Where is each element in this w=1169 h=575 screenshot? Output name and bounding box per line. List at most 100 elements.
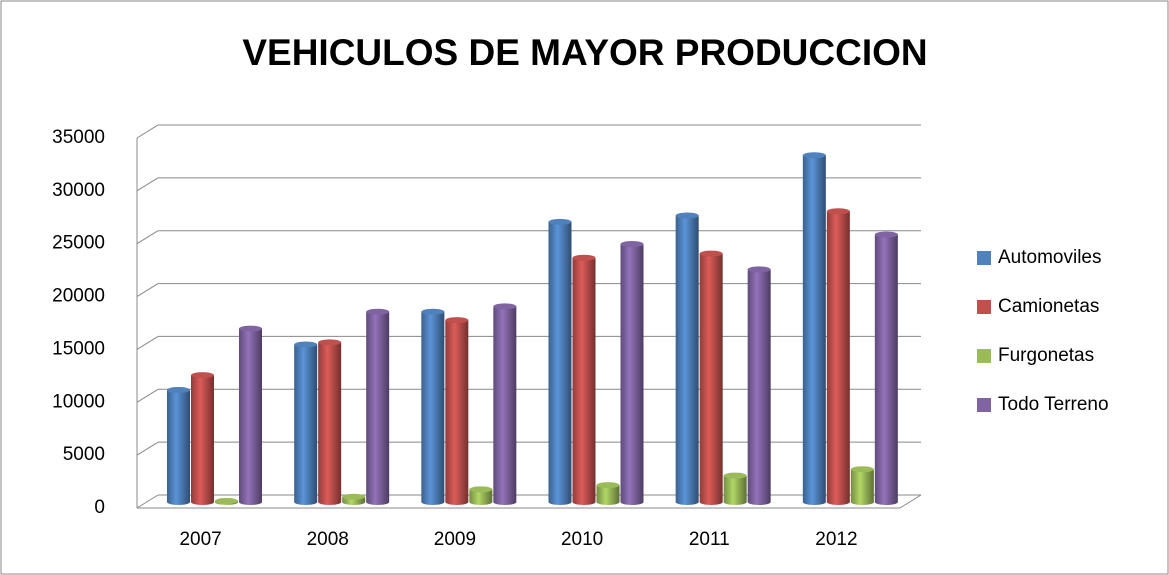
legend-swatch xyxy=(977,251,991,265)
bar-body xyxy=(294,344,318,506)
bar xyxy=(826,208,850,506)
bar-top xyxy=(596,482,620,489)
y-tick-label: 30000 xyxy=(52,180,105,201)
bar-top xyxy=(723,472,747,479)
x-tick-label: 2009 xyxy=(434,529,476,550)
grid-line xyxy=(136,177,159,192)
bar xyxy=(421,308,445,506)
bar-body xyxy=(620,244,644,506)
bar xyxy=(469,486,493,506)
legend-label: Automoviles xyxy=(998,247,1102,268)
bar-top xyxy=(421,308,445,315)
bar xyxy=(699,250,723,506)
bar-top xyxy=(342,493,366,500)
bar xyxy=(548,218,572,506)
bar-top xyxy=(318,339,342,346)
bar xyxy=(596,482,620,506)
legend-label: Camionetas xyxy=(998,296,1099,317)
y-tick-label: 10000 xyxy=(52,391,105,412)
x-tick-label: 2011 xyxy=(689,529,730,550)
chart-title: VEHICULOS DE MAYOR PRODUCCION xyxy=(242,32,927,73)
bar-body xyxy=(469,489,493,506)
grid-line xyxy=(136,336,159,350)
bar xyxy=(167,386,190,506)
bar xyxy=(215,497,238,506)
bar-top xyxy=(675,212,699,219)
y-tick-label: 5000 xyxy=(63,444,105,465)
grid-line xyxy=(136,283,159,297)
bar-top xyxy=(167,386,190,393)
bar-body xyxy=(874,234,898,506)
bar-top xyxy=(850,466,874,473)
bar-top xyxy=(239,325,262,332)
bar xyxy=(572,254,596,506)
bar-body xyxy=(826,211,850,506)
bar xyxy=(874,231,898,506)
bar xyxy=(318,339,342,506)
bar-body xyxy=(493,306,517,505)
bar-top xyxy=(874,231,898,238)
legend-swatch xyxy=(977,300,991,314)
bar-top xyxy=(802,152,826,159)
x-tick-label: 2012 xyxy=(815,529,857,550)
bar xyxy=(445,317,469,506)
bar-top xyxy=(445,317,469,324)
bar-body xyxy=(699,253,723,506)
grid-line xyxy=(136,441,159,456)
bar-top xyxy=(366,308,390,315)
bar xyxy=(294,341,318,506)
bar-body xyxy=(548,221,572,506)
bar-top xyxy=(493,303,517,310)
x-tick-label: 2007 xyxy=(179,529,221,550)
bar-body xyxy=(366,311,390,506)
bar xyxy=(620,241,644,506)
bar-body xyxy=(572,257,596,506)
x-tick-label: 2010 xyxy=(561,529,603,550)
grid-line xyxy=(136,230,159,245)
bar xyxy=(675,212,699,506)
bar xyxy=(342,493,366,506)
bar-top xyxy=(215,497,238,504)
y-tick-label: 20000 xyxy=(52,286,105,307)
bar-top xyxy=(699,250,723,257)
bar xyxy=(366,308,390,506)
bar xyxy=(191,372,214,506)
grid-line xyxy=(136,494,159,509)
bar-body xyxy=(747,269,771,506)
bar-body xyxy=(421,311,445,506)
bar xyxy=(239,325,262,506)
bar xyxy=(493,303,517,505)
bar-body xyxy=(239,328,262,506)
y-tick-label: 35000 xyxy=(52,127,105,148)
bar xyxy=(802,152,826,506)
y-tick-label: 0 xyxy=(94,497,105,518)
axis xyxy=(899,494,922,509)
bar-top xyxy=(469,486,493,493)
legend-label: Furgonetas xyxy=(998,345,1094,366)
bar xyxy=(723,472,747,505)
bar-body xyxy=(802,155,826,506)
bar-top xyxy=(548,218,572,225)
bar xyxy=(747,266,771,506)
bar-top xyxy=(294,341,318,348)
bar-body xyxy=(191,375,214,506)
grid-line xyxy=(136,124,159,139)
bar-body xyxy=(596,485,620,506)
bar-body xyxy=(850,469,874,506)
bar-body xyxy=(675,215,699,506)
bar-top xyxy=(191,372,214,379)
x-tick-label: 2008 xyxy=(307,529,349,550)
bar-body xyxy=(167,389,190,506)
legend-swatch xyxy=(977,398,991,412)
bar-top xyxy=(747,266,771,273)
grid-line xyxy=(136,388,159,403)
legend-label: Todo Terreno xyxy=(998,394,1109,415)
bar-body xyxy=(723,475,747,505)
bar-top xyxy=(572,254,596,261)
bar xyxy=(850,466,874,506)
bar-body xyxy=(445,320,469,506)
y-tick-label: 15000 xyxy=(52,338,105,359)
bar-top xyxy=(620,241,644,248)
bar-body xyxy=(318,342,342,506)
